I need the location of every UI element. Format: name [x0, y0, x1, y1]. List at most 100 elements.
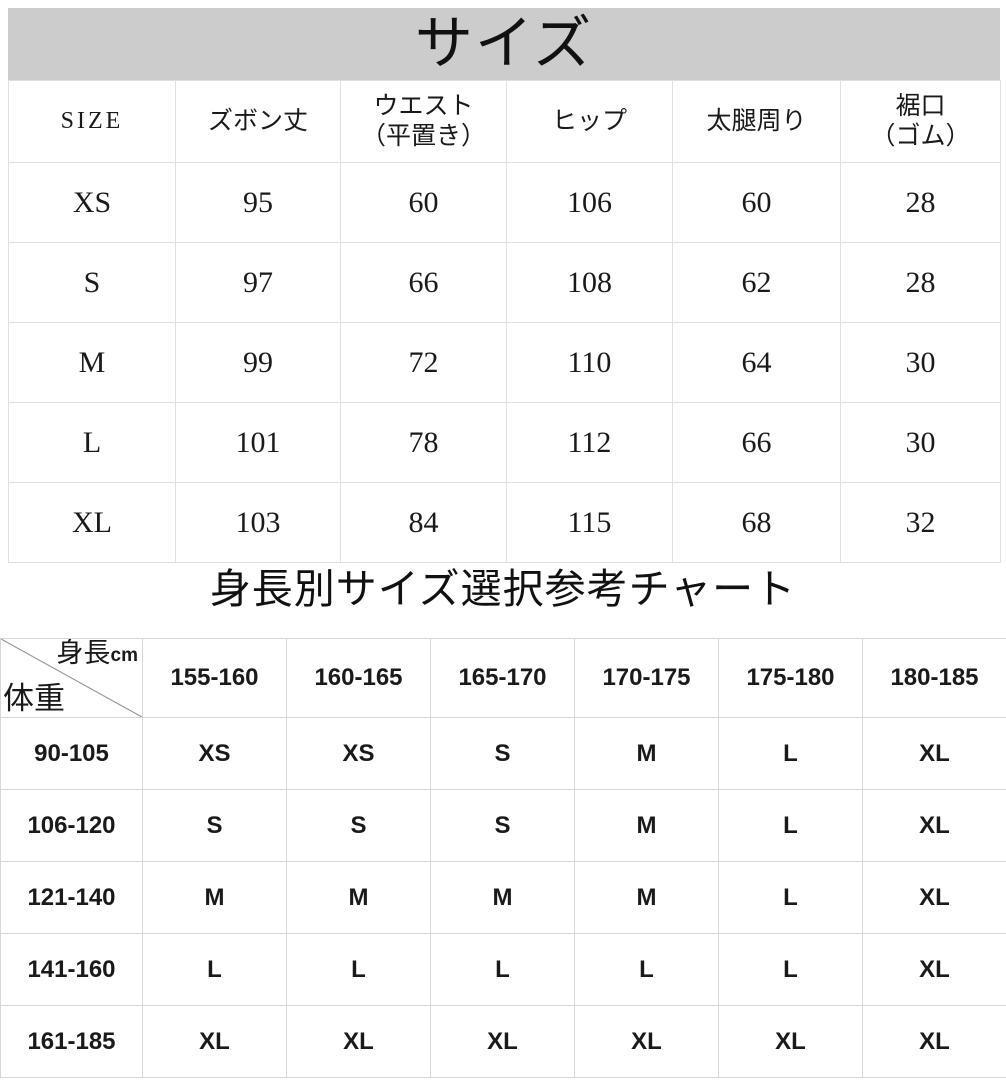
cell-recommended-size: XL — [862, 717, 1006, 790]
cell-recommended-size: S — [142, 789, 287, 862]
cell-thigh: 66 — [672, 402, 841, 483]
cell-hem: 30 — [840, 402, 1001, 483]
fit-chart-table: 身長cm 体重 155-160 160-165 165-170 170-175 … — [0, 638, 1006, 1078]
cell-hem: 28 — [840, 162, 1001, 243]
fit-chart-title: 身長別サイズ選択参考チャート — [209, 566, 797, 612]
cell-waist: 72 — [340, 322, 507, 403]
axis-label-height: 身長cm — [57, 640, 138, 667]
cell-recommended-size: L — [430, 933, 575, 1006]
row-header-weight-range: 161-185 — [0, 1005, 143, 1078]
cell-hip: 106 — [506, 162, 673, 243]
cell-waist: 60 — [340, 162, 507, 243]
cell-hip: 115 — [506, 482, 673, 563]
cell-recommended-size: XL — [862, 1005, 1006, 1078]
cell-recommended-size: XS — [286, 717, 431, 790]
cell-hem: 32 — [840, 482, 1001, 563]
cell-thigh: 60 — [672, 162, 841, 243]
row-header-weight-range: 141-160 — [0, 933, 143, 1006]
table-row: M 99 72 110 64 30 — [8, 322, 1001, 403]
col-header-height-range: 180-185 — [862, 638, 1006, 718]
cell-hip: 108 — [506, 242, 673, 323]
table-row: 106-120 S S S M L XL — [0, 789, 1006, 862]
cell-pants-length: 99 — [175, 322, 341, 403]
axis-label-height-text: 身長 — [56, 638, 111, 668]
cell-recommended-size: L — [574, 933, 719, 1006]
cell-recommended-size: M — [574, 789, 719, 862]
cell-recommended-size: L — [718, 717, 863, 790]
cell-thigh: 62 — [672, 242, 841, 323]
cell-thigh: 64 — [672, 322, 841, 403]
col-header-pants-length: ズボン丈 — [175, 80, 341, 163]
col-header-height-range: 175-180 — [718, 638, 863, 718]
table-row: S 97 66 108 62 28 — [8, 242, 1001, 323]
cell-recommended-size: S — [430, 717, 575, 790]
cell-hem: 28 — [840, 242, 1001, 323]
cell-pants-length: 101 — [175, 402, 341, 483]
cell-waist: 78 — [340, 402, 507, 483]
cell-recommended-size: S — [286, 789, 431, 862]
cell-size: S — [8, 242, 176, 323]
cell-size: XS — [8, 162, 176, 243]
row-header-weight-range: 90-105 — [0, 717, 143, 790]
table-row: 141-160 L L L L L XL — [0, 933, 1006, 1006]
cell-size: L — [8, 402, 176, 483]
row-header-weight-range: 106-120 — [0, 789, 143, 862]
cell-recommended-size: XL — [430, 1005, 575, 1078]
row-header-weight-range: 121-140 — [0, 861, 143, 934]
cell-recommended-size: XS — [142, 717, 287, 790]
col-header-hem: 裾口 （ゴム） — [840, 80, 1001, 163]
cell-recommended-size: XL — [574, 1005, 719, 1078]
col-header-height-range: 170-175 — [574, 638, 719, 718]
cell-recommended-size: L — [718, 933, 863, 1006]
size-spec-table: SIZE ズボン丈 ウエスト （平置き） ヒップ 太腿周り — [8, 80, 1001, 563]
cell-hip: 112 — [506, 402, 673, 483]
size-spec-header-row: SIZE ズボン丈 ウエスト （平置き） ヒップ 太腿周り — [8, 80, 1001, 163]
cell-recommended-size: XL — [862, 933, 1006, 1006]
col-header-height-range: 155-160 — [142, 638, 287, 718]
cell-size: M — [8, 322, 176, 403]
cell-hip: 110 — [506, 322, 673, 403]
size-spec-block: サイズ SIZE ズボン丈 ウエスト （平置き） — [8, 8, 1001, 563]
cell-pants-length: 95 — [175, 162, 341, 243]
table-row: L 101 78 112 66 30 — [8, 402, 1001, 483]
cell-recommended-size: L — [286, 933, 431, 1006]
cell-recommended-size: XL — [286, 1005, 431, 1078]
fit-chart-header-row: 身長cm 体重 155-160 160-165 165-170 170-175 … — [0, 638, 1006, 718]
axis-label-height-unit: cm — [110, 645, 138, 666]
cell-recommended-size: XL — [862, 861, 1006, 934]
cell-recommended-size: XL — [142, 1005, 287, 1078]
cell-recommended-size: L — [718, 861, 863, 934]
cell-recommended-size: XL — [718, 1005, 863, 1078]
fit-chart-block: 身長cm 体重 155-160 160-165 165-170 170-175 … — [0, 638, 1006, 1078]
table-row: 121-140 M M M M L XL — [0, 861, 1006, 934]
table-row: 161-185 XL XL XL XL XL XL — [0, 1005, 1006, 1078]
cell-pants-length: 97 — [175, 242, 341, 323]
cell-recommended-size: S — [430, 789, 575, 862]
table-row: 90-105 XS XS S M L XL — [0, 717, 1006, 790]
cell-hem: 30 — [840, 322, 1001, 403]
cell-waist: 66 — [340, 242, 507, 323]
cell-recommended-size: M — [430, 861, 575, 934]
cell-thigh: 68 — [672, 482, 841, 563]
cell-recommended-size: M — [142, 861, 287, 934]
cell-recommended-size: XL — [862, 789, 1006, 862]
col-header-height-range: 165-170 — [430, 638, 575, 718]
col-header-waist: ウエスト （平置き） — [340, 80, 507, 163]
cell-pants-length: 103 — [175, 482, 341, 563]
cell-recommended-size: M — [286, 861, 431, 934]
axis-split-header-cell: 身長cm 体重 — [0, 638, 143, 718]
col-header-thigh: 太腿周り — [672, 80, 841, 163]
cell-recommended-size: M — [574, 717, 719, 790]
cell-size: XL — [8, 482, 176, 563]
size-spec-banner: サイズ — [8, 8, 1000, 80]
table-row: XS 95 60 106 60 28 — [8, 162, 1001, 243]
cell-recommended-size: L — [718, 789, 863, 862]
size-spec-title: サイズ — [414, 11, 594, 76]
cell-waist: 84 — [340, 482, 507, 563]
col-header-size: SIZE — [8, 80, 176, 163]
cell-recommended-size: M — [574, 861, 719, 934]
table-row: XL 103 84 115 68 32 — [8, 482, 1001, 563]
cell-recommended-size: L — [142, 933, 287, 1006]
col-header-height-range: 160-165 — [286, 638, 431, 718]
